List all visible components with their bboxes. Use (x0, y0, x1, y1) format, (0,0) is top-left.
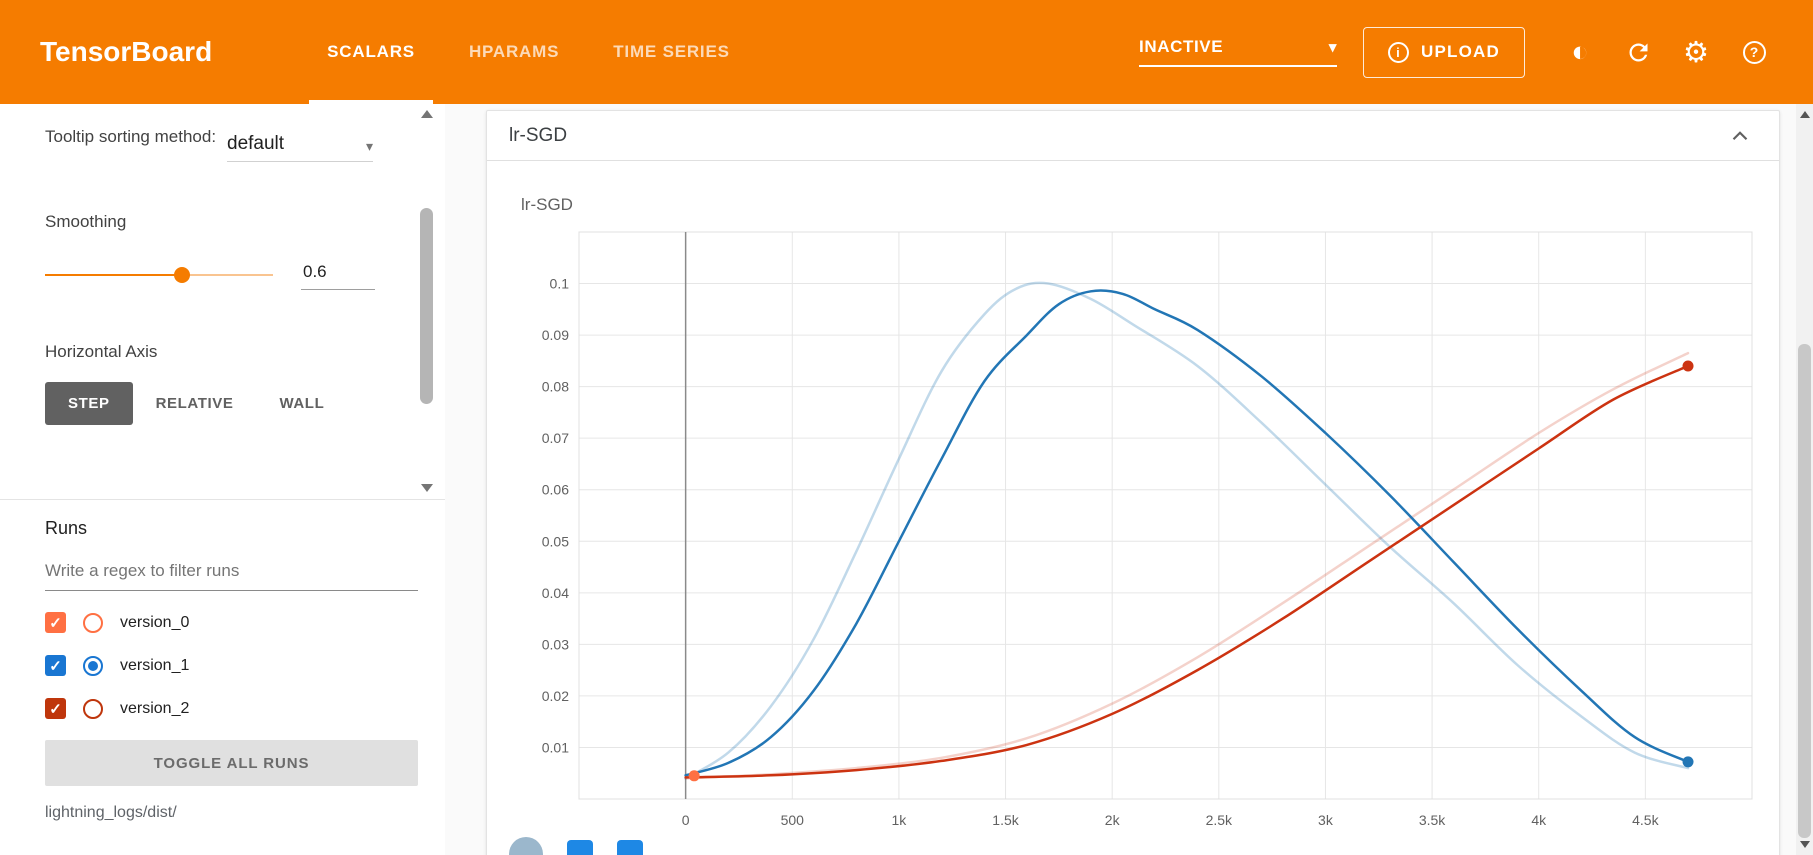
run-name: version_2 (120, 699, 190, 717)
scroll-down-icon[interactable] (420, 484, 433, 492)
scroll-down-icon[interactable] (1799, 841, 1810, 848)
relative-button[interactable]: RELATIVE (133, 382, 257, 425)
status-label: INACTIVE (1139, 37, 1224, 56)
svg-text:0.04: 0.04 (542, 585, 569, 601)
log-directory-label: lightning_logs/dist/ (45, 804, 177, 821)
step-button[interactable]: STEP (45, 382, 133, 425)
upload-label: UPLOAD (1421, 42, 1500, 61)
svg-text:4k: 4k (1531, 812, 1547, 828)
chevron-down-icon: ▾ (1328, 39, 1338, 56)
svg-text:3.5k: 3.5k (1419, 812, 1446, 828)
svg-text:0.08: 0.08 (542, 379, 569, 395)
svg-text:2.5k: 2.5k (1206, 812, 1233, 828)
settings-pane: Tooltip sorting method: default ▾ Smooth… (0, 104, 445, 500)
slider-track-fill (45, 274, 182, 276)
tab-scalars[interactable]: SCALARS (309, 0, 433, 104)
svg-text:500: 500 (781, 812, 805, 828)
card-title: lr-SGD (509, 124, 568, 146)
main-content: lr-SGD lr-SGD 0.01 0.02 0.03 0.04 0.05 0.06 0.… (445, 104, 1796, 855)
scroll-up-icon[interactable] (1799, 111, 1810, 118)
svg-text:0.1: 0.1 (550, 276, 570, 292)
info-icon: i (1388, 41, 1410, 63)
card-footer-circle-icon[interactable] (509, 837, 543, 855)
card-header: lr-SGD (487, 111, 1779, 161)
smoothing-label: Smoothing (45, 212, 127, 231)
run-radio[interactable] (83, 655, 103, 676)
run-row-version_0: ✓ version_0 (45, 601, 445, 644)
settings-scrollbar-thumb[interactable] (420, 208, 433, 404)
run-name: version_0 (120, 613, 190, 631)
sidebar: Tooltip sorting method: default ▾ Smooth… (0, 104, 445, 855)
card-footer-square-icon-1[interactable] (567, 840, 593, 855)
runs-list: ✓ version_0 ✓ version_1 ✓ version_2 (45, 601, 445, 730)
tooltip-sorting-label: Tooltip sorting method: (45, 127, 217, 146)
scroll-up-icon[interactable] (420, 110, 433, 118)
wall-button[interactable]: WALL (256, 382, 347, 425)
run-name: version_1 (120, 656, 190, 674)
run-checkbox[interactable]: ✓ (45, 612, 66, 633)
run-checkbox[interactable]: ✓ (45, 698, 66, 719)
brightness-icon[interactable]: ◐ (1571, 35, 1589, 68)
svg-text:1.5k: 1.5k (992, 812, 1019, 828)
horizontal-axis-button-group: STEP RELATIVE WALL (45, 382, 445, 425)
svg-text:0.01: 0.01 (542, 739, 569, 755)
runs-title: Runs (45, 518, 88, 538)
scalar-card: lr-SGD lr-SGD 0.01 0.02 0.03 0.04 0.05 0.06 0.… (486, 110, 1780, 855)
tab-bar: SCALARS HPARAMS TIME SERIES (300, 0, 757, 104)
tab-hparams[interactable]: HPARAMS (468, 42, 560, 61)
svg-text:0.07: 0.07 (542, 430, 569, 446)
runs-filter-input[interactable] (45, 557, 418, 591)
svg-text:4.5k: 4.5k (1632, 812, 1659, 828)
help-icon[interactable]: ? (1725, 32, 1783, 72)
toggle-all-runs-button[interactable]: TOGGLE ALL RUNS (45, 740, 418, 786)
svg-text:2k: 2k (1105, 812, 1121, 828)
app-header: TensorBoard SCALARS HPARAMS TIME SERIES … (0, 0, 1813, 104)
run-radio-dot (88, 660, 98, 671)
smoothing-slider[interactable] (45, 266, 273, 284)
svg-text:0.06: 0.06 (542, 482, 569, 498)
help-question-mark: ? (1742, 40, 1766, 64)
tab-time-series[interactable]: TIME SERIES (613, 42, 730, 61)
app-title: TensorBoard (40, 36, 213, 67)
svg-text:1k: 1k (892, 812, 908, 828)
svg-text:0: 0 (682, 812, 690, 828)
settings-scrollbar[interactable] (420, 108, 433, 494)
run-row-version_1: ✓ version_1 (45, 644, 445, 687)
svg-text:0.03: 0.03 (542, 636, 569, 652)
run-row-version_2: ✓ version_2 (45, 687, 445, 730)
svg-text:0.09: 0.09 (542, 327, 569, 343)
chevron-down-icon: ▾ (365, 138, 373, 154)
svg-text:0.05: 0.05 (542, 533, 569, 549)
run-checkbox[interactable]: ✓ (45, 655, 66, 676)
slider-thumb[interactable] (173, 267, 190, 283)
run-radio[interactable] (83, 698, 103, 719)
card-footer-square-icon-2[interactable] (617, 840, 643, 855)
line-chart: 0.01 0.02 0.03 0.04 0.05 0.06 0.07 0.08 0.09 0.1 0… (542, 231, 1753, 828)
svg-text:0.02: 0.02 (542, 688, 569, 704)
card-footer-actions (509, 837, 643, 855)
settings-icon[interactable]: ⚙ (1683, 36, 1709, 69)
upload-button[interactable]: i UPLOAD (1363, 26, 1525, 78)
run-radio[interactable] (83, 612, 103, 633)
data-status-dropdown[interactable]: INACTIVE ▾ (1139, 37, 1338, 67)
refresh-icon[interactable] (1609, 32, 1667, 72)
header-actions: INACTIVE ▾ i UPLOAD ◐ ⚙ ? (1139, 0, 1813, 104)
tooltip-sorting-select[interactable]: default ▾ (227, 126, 373, 162)
chart-title: lr-SGD (521, 195, 573, 214)
tooltip-sorting-value: default (227, 133, 285, 154)
collapse-icon[interactable] (1725, 121, 1755, 151)
smoothing-value-input[interactable]: 0.6 (301, 260, 375, 290)
page-scrollbar[interactable] (1796, 104, 1813, 855)
runs-pane: Runs ✓ version_0 ✓ version_1 ✓ version_2 TOGG… (0, 500, 445, 822)
horizontal-axis-label: Horizontal Axis (45, 342, 158, 361)
page-scrollbar-thumb[interactable] (1798, 344, 1811, 838)
svg-text:3k: 3k (1318, 812, 1334, 828)
